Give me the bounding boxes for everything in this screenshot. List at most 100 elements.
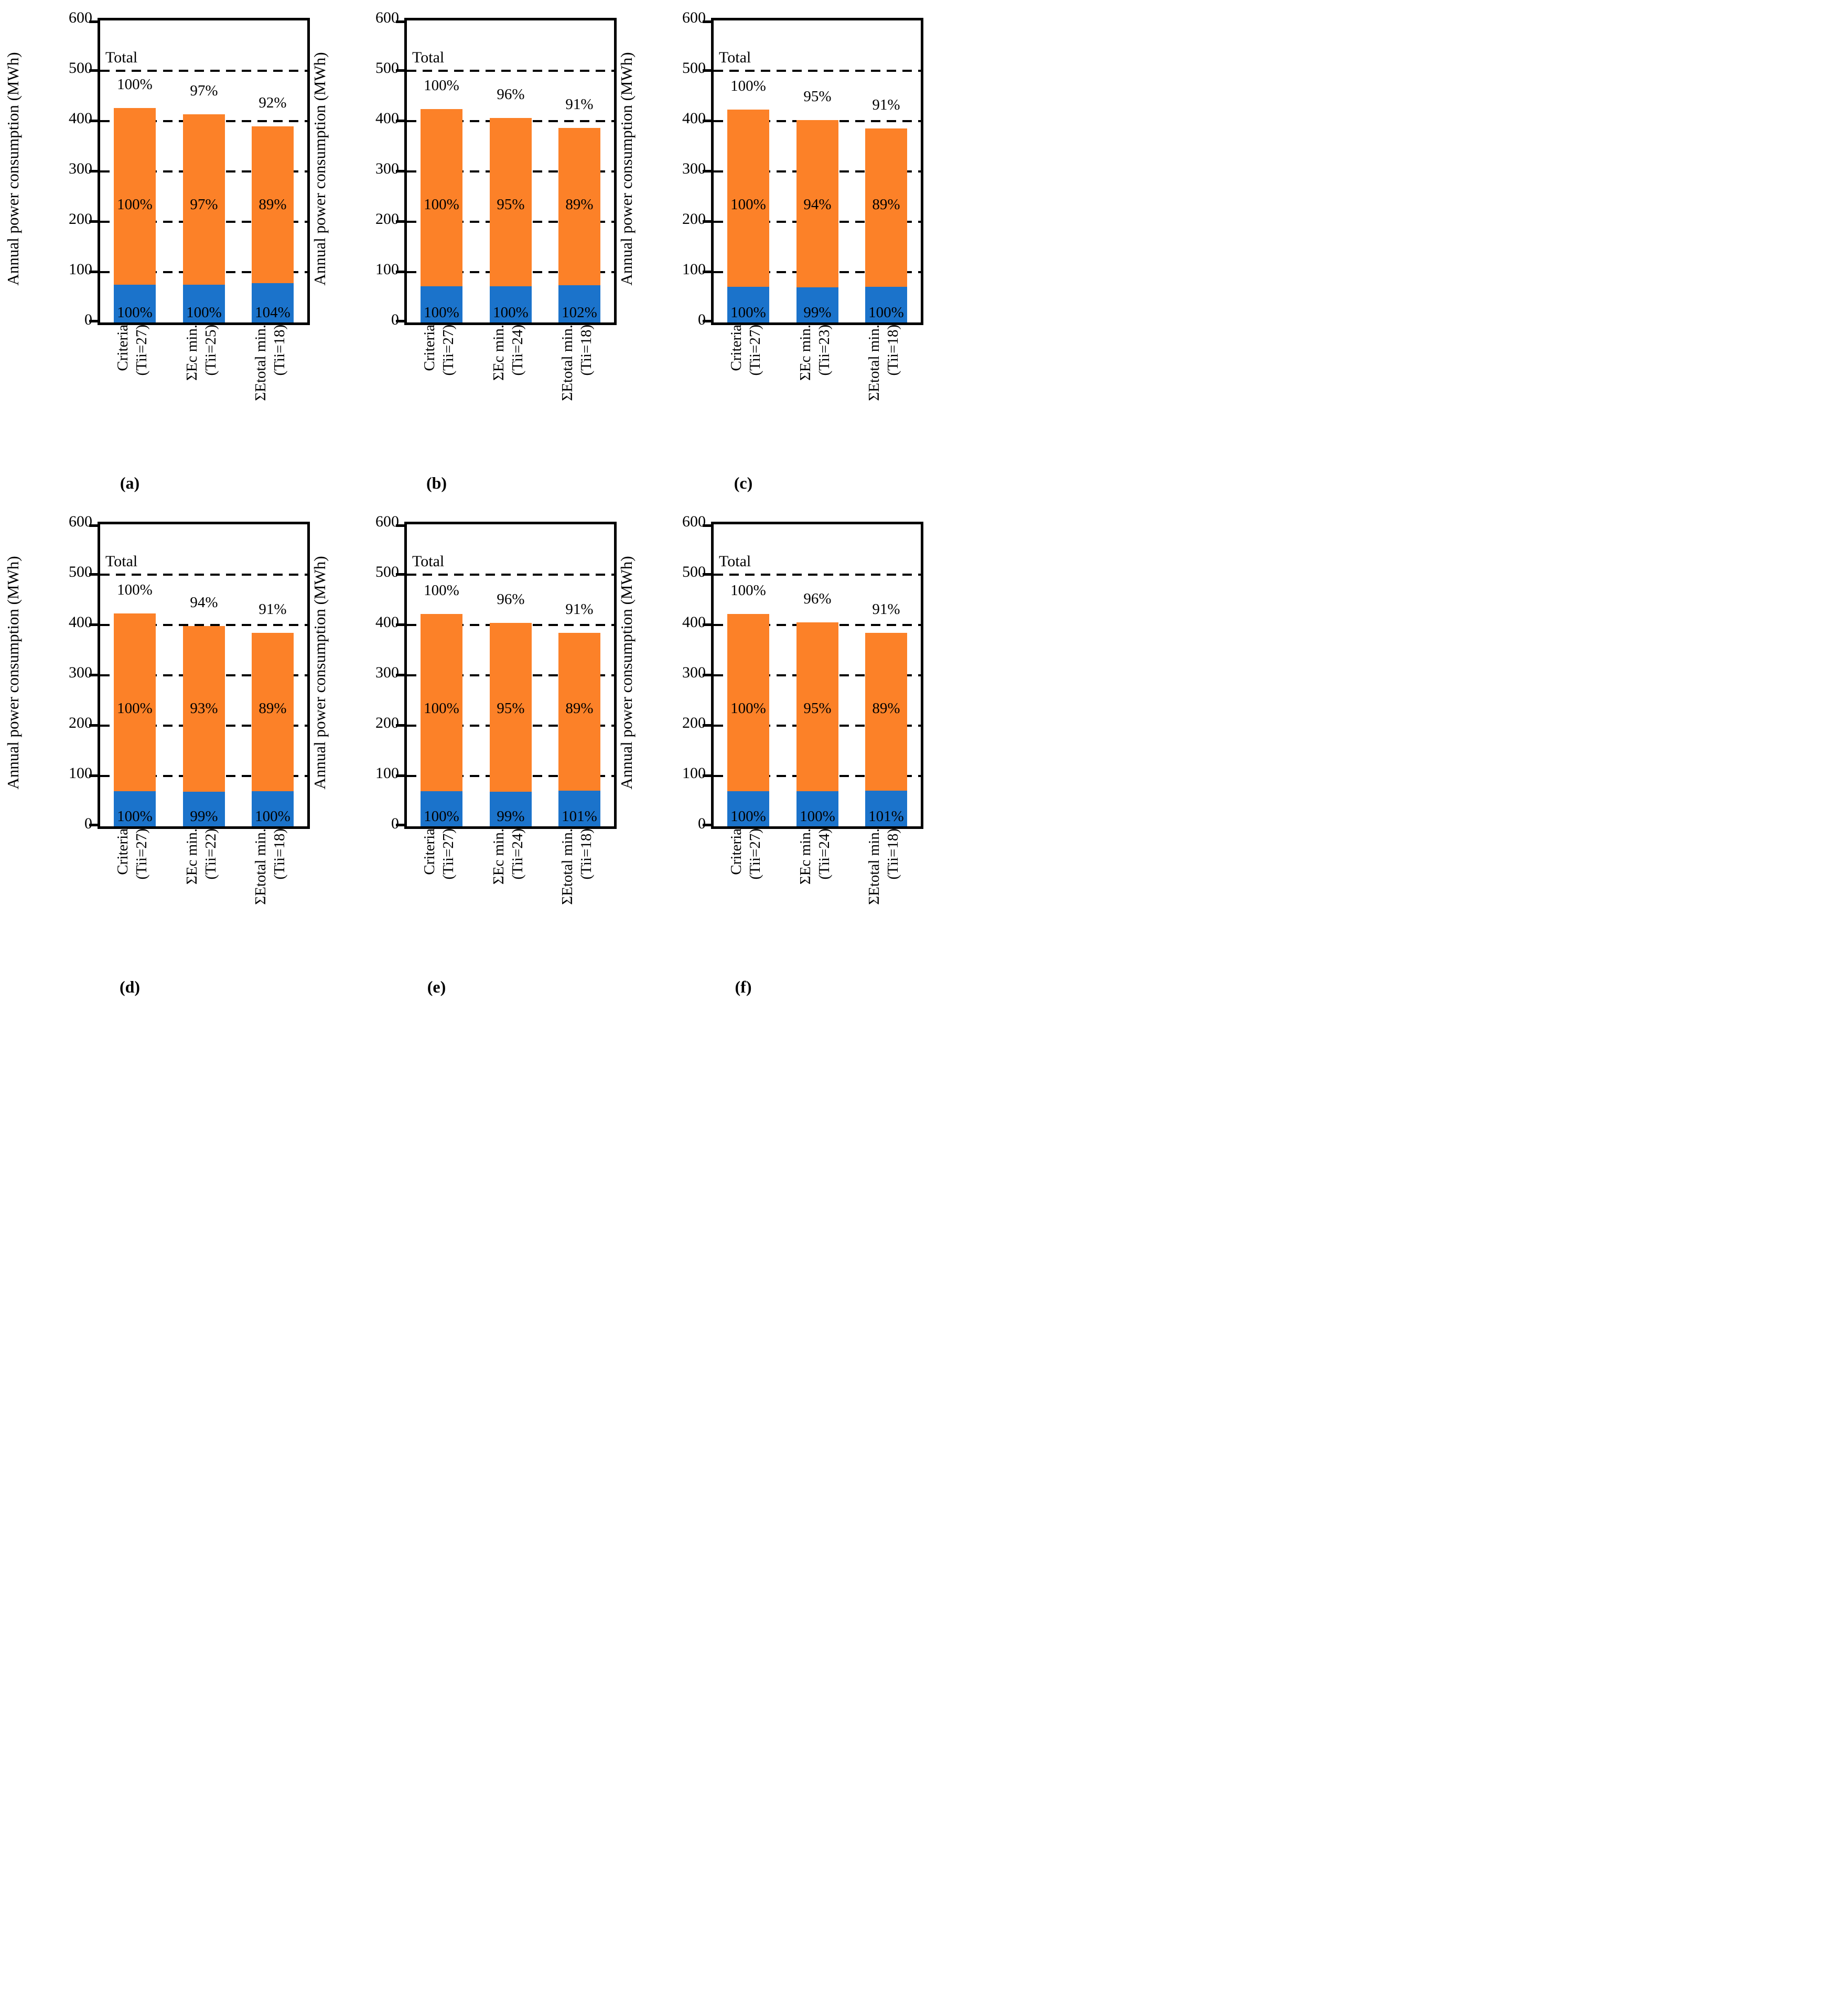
bar-blue-segment <box>421 286 462 322</box>
chart-b: Annual power consumption (MWh) 0 100 200 30… <box>307 0 617 504</box>
x-category-name: ΣEtotal min. <box>866 325 882 401</box>
orange-percent-label: 100% <box>730 700 766 717</box>
x-category-tii: (Tii=27) <box>133 828 150 880</box>
y-tick-mark <box>703 674 711 676</box>
bar-orange-segment <box>796 622 838 791</box>
y-tick-mark <box>703 824 711 826</box>
x-category-label: ΣEtotal min. (Tii=18) <box>251 826 289 978</box>
x-category-label: ΣEtotal min. (Tii=18) <box>865 826 902 978</box>
y-tick-mark <box>703 524 711 527</box>
plot-area: Total 100% 100% 100% 97% 97% 100% 92% 89% 104% <box>89 18 310 325</box>
orange-percent-label: 95% <box>803 700 832 717</box>
y-tick-mark <box>703 573 711 576</box>
x-category-name: ΣEc min. <box>490 828 507 885</box>
x-category-tii: (Tii=22) <box>202 828 219 880</box>
y-tick-label: 300 <box>682 664 706 681</box>
bar-blue-segment <box>796 287 838 322</box>
y-tick-label: 100 <box>375 764 399 782</box>
chart-a: Annual power consumption (MWh) 0 100 200 30… <box>0 0 310 504</box>
y-tick-labels: 0 100 200 300 400 500 600 <box>328 9 399 328</box>
y-tick-label: 600 <box>69 513 92 530</box>
gridline-500 <box>407 574 614 576</box>
y-tick-mark <box>396 524 404 527</box>
bar-blue-segment <box>114 791 156 826</box>
bar-orange-segment <box>558 128 600 285</box>
x-category-label: ΣEc min. (Tii=24) <box>489 826 527 978</box>
y-tick-mark <box>89 674 98 676</box>
x-category-labels: Criteria (Tii=27) ΣEc min. (Tii=23) ΣEtotal … <box>711 322 918 475</box>
y-tick-label: 200 <box>375 210 399 228</box>
gridline-500 <box>714 70 921 72</box>
chart-f: Annual power consumption (MWh) 0 100 200 30… <box>613 504 923 1008</box>
x-category-tii: (Tii=27) <box>747 828 763 880</box>
x-category-name: Criteria <box>728 828 745 875</box>
x-category-tii: (Tii=27) <box>747 325 763 376</box>
x-category-tii: (Tii=18) <box>885 828 901 880</box>
bar-blue-segment <box>421 791 462 826</box>
blue-percent-label: 100% <box>424 808 459 825</box>
y-tick-mark <box>89 320 98 322</box>
y-tick-mark <box>396 120 404 122</box>
blue-percent-label: 100% <box>730 304 766 321</box>
y-tick-mark <box>396 824 404 826</box>
plot-area: Total 100% 100% 100% 95% 94% 99% 91% 89% 100% <box>703 18 923 325</box>
y-tick-mark <box>89 724 98 727</box>
total-percent-label: 95% <box>803 88 832 105</box>
x-category-name: Criteria <box>421 828 438 875</box>
y-tick-label: 0 <box>391 311 399 328</box>
blue-percent-label: 100% <box>117 304 153 321</box>
x-category-labels: Criteria (Tii=27) ΣEc min. (Tii=24) ΣEtotal … <box>404 322 611 475</box>
x-category-tii: (Tii=18) <box>885 325 901 376</box>
x-category-label: Criteria (Tii=27) <box>727 322 765 475</box>
x-category-name: Criteria <box>421 325 438 371</box>
x-category-name: ΣEtotal min. <box>252 325 269 401</box>
y-tick-labels: 0 100 200 300 400 500 600 <box>328 513 399 832</box>
total-percent-label: 92% <box>259 94 287 111</box>
total-annotation: Total <box>719 553 751 570</box>
chart-e: Annual power consumption (MWh) 0 100 200 30… <box>307 504 617 1008</box>
y-tick-mark <box>703 724 711 727</box>
x-category-label: Criteria (Tii=27) <box>420 322 458 475</box>
orange-percent-label: 89% <box>872 196 900 213</box>
y-tick-label: 0 <box>84 815 92 832</box>
bar-orange-segment <box>114 108 156 285</box>
y-tick-mark <box>703 320 711 322</box>
x-category-name: ΣEc min. <box>797 325 814 381</box>
y-tick-label: 0 <box>391 815 399 832</box>
total-percent-label: 96% <box>497 591 525 608</box>
gridline-500 <box>714 574 921 576</box>
bar-blue-segment <box>490 286 532 322</box>
total-percent-label: 100% <box>730 77 766 94</box>
x-category-name: ΣEc min. <box>490 325 507 381</box>
x-category-label: Criteria (Tii=27) <box>113 322 151 475</box>
x-category-tii: (Tii=23) <box>816 325 833 376</box>
y-tick-mark <box>703 69 711 72</box>
y-tick-mark <box>396 271 404 273</box>
blue-percent-label: 102% <box>562 304 597 321</box>
x-category-name: ΣEtotal min. <box>866 828 882 905</box>
y-tick-mark <box>89 524 98 527</box>
y-tick-label: 0 <box>698 815 706 832</box>
total-annotation: Total <box>719 49 751 66</box>
orange-percent-label: 100% <box>424 700 459 717</box>
blue-percent-label: 100% <box>186 304 222 321</box>
x-category-tii: (Tii=27) <box>440 325 457 376</box>
x-category-name: Criteria <box>114 828 131 875</box>
blue-percent-label: 99% <box>190 808 218 825</box>
y-tick-mark <box>396 724 404 727</box>
y-tick-mark <box>703 271 711 273</box>
orange-percent-label: 100% <box>117 700 153 717</box>
orange-percent-label: 95% <box>497 700 525 717</box>
bar-orange-segment <box>183 626 225 792</box>
y-tick-label: 500 <box>375 563 399 580</box>
y-tick-label: 100 <box>682 764 706 782</box>
y-tick-label: 600 <box>375 9 399 26</box>
orange-percent-label: 97% <box>190 196 218 213</box>
y-tick-label: 400 <box>375 613 399 631</box>
y-tick-mark <box>89 120 98 122</box>
x-category-label: ΣEc min. (Tii=25) <box>182 322 220 475</box>
total-percent-label: 100% <box>424 581 459 599</box>
y-tick-mark <box>703 170 711 173</box>
blue-percent-label: 100% <box>117 808 153 825</box>
blue-percent-label: 100% <box>493 304 529 321</box>
